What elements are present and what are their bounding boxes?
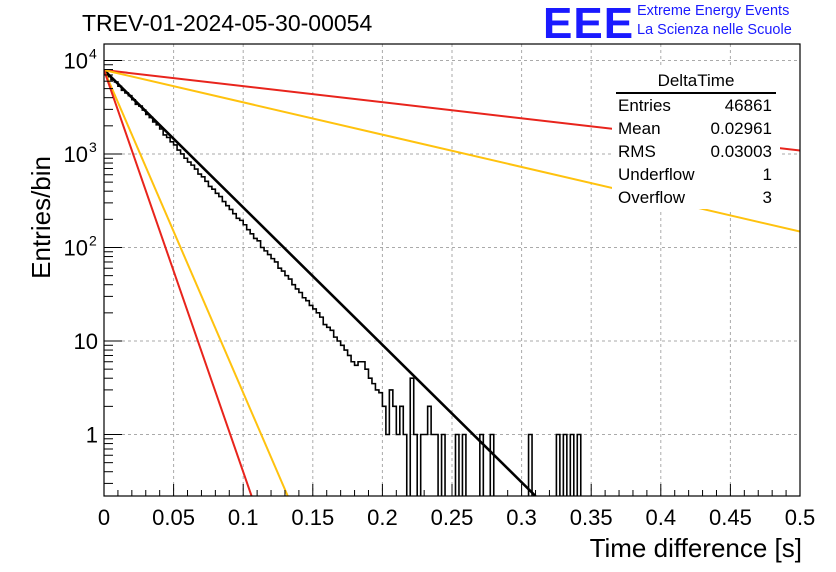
x-tick-label: 0.5 — [785, 505, 816, 530]
stats-label: RMS — [618, 142, 656, 161]
stats-row-entries: Entries 46861 — [612, 94, 780, 117]
y-tick-label: 10 — [64, 48, 88, 73]
curve-red-fast — [104, 69, 253, 496]
stats-value: 46861 — [724, 96, 772, 115]
y-axis-label: Entries/bin — [26, 156, 56, 279]
stats-row-mean: Mean 0.02961 — [612, 117, 780, 140]
eee-logo: EEE — [543, 0, 635, 48]
stats-value: 0.02961 — [710, 119, 772, 138]
curve-fit — [104, 69, 537, 496]
stats-label: Underflow — [618, 165, 695, 184]
x-tick-label: 0.05 — [152, 505, 195, 530]
curve-orange-fast — [104, 69, 289, 496]
stats-value: 0.03003 — [710, 142, 772, 161]
logo-line-1: Extreme Energy Events — [637, 3, 790, 19]
x-axis-label: Time difference [s] — [589, 533, 802, 563]
stats-label: Overflow — [618, 188, 686, 207]
x-tick-label: 0.2 — [367, 505, 398, 530]
y-axis-label-wrapper: Entries/bin — [6, 44, 56, 279]
x-tick-label: 0.35 — [570, 505, 613, 530]
chart-title: TREV-01-2024-05-30-00054 — [82, 10, 373, 36]
stats-row-overflow: Overflow 3 — [612, 186, 780, 209]
y-tick-exponent: 4 — [89, 45, 97, 61]
y-tick-label: 1 — [86, 423, 98, 448]
y-tick-label: 10 — [64, 235, 88, 260]
x-tick-label: 0.3 — [506, 505, 537, 530]
x-tick-label: 0.25 — [431, 505, 474, 530]
y-tick-label: 10 — [74, 329, 98, 354]
stats-row-rms: RMS 0.03003 — [612, 140, 780, 163]
stats-label: Mean — [618, 119, 661, 138]
x-tick-label: 0 — [98, 505, 110, 530]
x-tick-label: 0.45 — [709, 505, 752, 530]
logo-line-2: La Scienza nelle Scuole — [637, 22, 792, 38]
y-tick-exponent: 2 — [89, 232, 97, 248]
stats-label: Entries — [618, 96, 671, 115]
stats-row-underflow: Underflow 1 — [612, 163, 780, 186]
stats-box: DeltaTime Entries 46861 Mean 0.02961 RMS… — [612, 68, 780, 209]
y-tick-exponent: 3 — [89, 139, 97, 155]
x-tick-label: 0.4 — [646, 505, 677, 530]
x-tick-label: 0.15 — [291, 505, 334, 530]
y-tick-label: 10 — [64, 142, 88, 167]
stats-value: 1 — [762, 165, 772, 184]
x-tick-label: 0.1 — [228, 505, 259, 530]
stats-value: 3 — [762, 188, 772, 207]
histogram-line — [104, 71, 582, 496]
stats-title: DeltaTime — [616, 68, 776, 94]
